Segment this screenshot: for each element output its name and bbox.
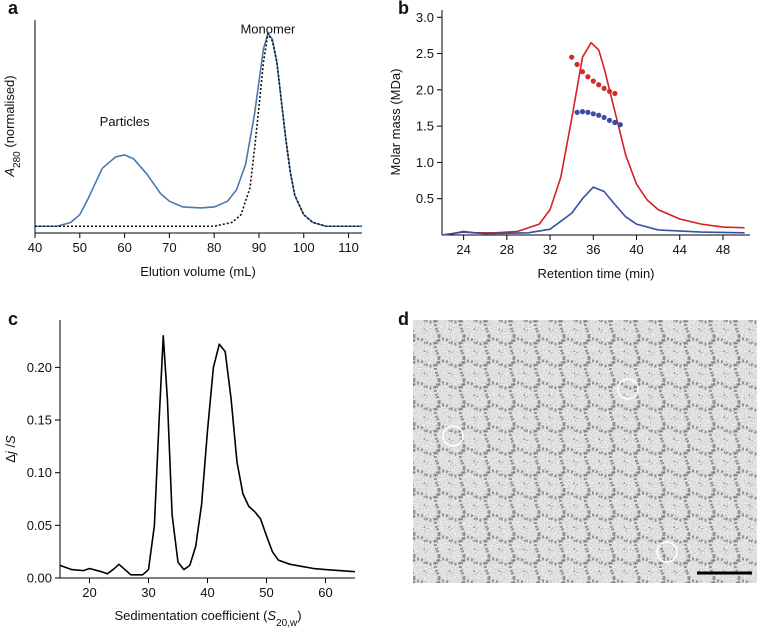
x-axis-label-part: Elution volume (mL) [140,264,256,279]
x-tick-label: 40 [28,240,42,255]
data-point [601,85,607,91]
data-point [585,74,591,80]
data-line [441,186,745,236]
x-tick-label: 110 [338,240,359,255]
data-point [590,111,596,117]
y-axis-label: Molar mass (MDa) [388,69,403,176]
y-axis-label-part: / [3,444,18,452]
panel-label: c [8,309,18,329]
highlight-circle [617,378,639,400]
x-tick-label: 36 [586,242,600,257]
y-axis-label-part: A [2,168,17,178]
data-point [601,114,607,121]
y-axis-label-part: S [3,435,18,444]
data-line [59,335,356,576]
x-axis-label-part: S [267,608,276,623]
x-tick-label: 24 [456,242,470,257]
y-tick-label: 0.10 [27,465,52,480]
y-axis-label-part: Δ [3,454,18,463]
data-point [612,119,618,126]
y-axis-label-part: Molar mass (MDa) [388,69,403,176]
panel-label: d [398,309,409,329]
y-tick-label: 0.5 [416,191,434,206]
data-point [574,109,580,115]
y-tick-label: 2.5 [416,46,434,61]
data-point [579,69,586,75]
data-line [441,41,745,236]
data-point [612,90,618,97]
data-point [606,88,613,94]
y-tick-label: 0.15 [27,413,52,428]
data-point [617,122,623,128]
y-tick-label: 1.0 [416,155,434,170]
y-tick-label: 1.5 [416,119,434,134]
x-tick-label: 40 [200,585,214,600]
y-tick-label: 3.0 [416,10,434,25]
data-point [596,112,602,118]
data-line [35,32,362,228]
x-axis-label: Elution volume (mL) [140,264,256,279]
data-point [579,109,586,115]
x-tick-label: 60 [117,240,131,255]
x-axis-label: Retention time (min) [537,266,654,281]
data-point [569,54,575,60]
x-axis-label-part: Retention time (min) [537,266,654,281]
micrograph-particles [413,320,757,583]
data-point [596,82,602,88]
data-point [585,109,591,115]
y-tick-label: 0.05 [27,518,52,533]
y-tick-label: 0.20 [27,360,52,375]
x-axis-label-part: Sedimentation coefficient ( [114,608,268,623]
x-tick-label: 60 [318,585,332,600]
data-point [606,117,613,123]
y-tick-label: 0.00 [27,571,52,586]
data-point [574,61,580,68]
y-axis-label-part: (normalised) [2,75,17,151]
highlight-circle [656,541,678,563]
x-tick-label: 100 [293,240,315,255]
y-axis-label-part: 280 [12,151,23,168]
panel-label: a [8,0,19,18]
x-tick-label: 70 [162,240,176,255]
y-axis-label-part: j [3,450,18,456]
y-tick-label: 2.0 [416,82,434,97]
x-axis-label-part: ) [297,608,301,623]
x-tick-label: 48 [716,242,730,257]
x-tick-label: 28 [500,242,514,257]
x-tick-label: 50 [259,585,273,600]
x-tick-label: 80 [207,240,221,255]
x-tick-label: 20 [82,585,96,600]
highlight-circle [442,425,464,447]
x-tick-label: 30 [141,585,155,600]
y-axis-label: Δj /S [3,435,18,463]
x-axis-label: Sedimentation coefficient (S20,w) [114,608,301,629]
annotation: Monomer [240,21,296,36]
x-tick-label: 32 [543,242,557,257]
y-axis-label: A280 (normalised) [2,75,23,177]
x-axis-label-part: 20,w [276,618,298,629]
x-tick-label: 44 [673,242,687,257]
x-tick-label: 40 [629,242,643,257]
micrograph [413,320,757,583]
data-point [590,78,596,84]
data-line [35,32,362,228]
panel-label: b [398,0,409,18]
x-tick-label: 90 [252,240,266,255]
annotation: Particles [100,114,150,129]
x-tick-label: 50 [73,240,87,255]
